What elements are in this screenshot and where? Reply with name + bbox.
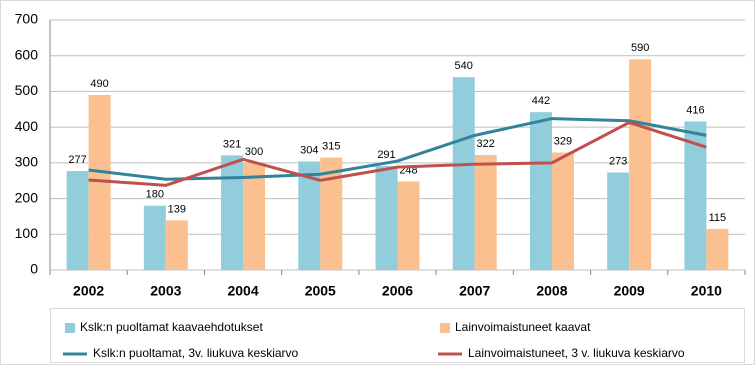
x-tick-label: 2008 <box>536 283 567 299</box>
bar <box>706 228 729 270</box>
legend-label: Kslk:n puoltamat kaavaehdotukset <box>80 320 263 334</box>
x-tick-label: 2005 <box>305 283 336 299</box>
x-tick-label: 2006 <box>382 283 413 299</box>
bar <box>165 220 188 270</box>
x-tick-label: 2009 <box>614 283 645 299</box>
y-tick-label: 700 <box>15 11 39 27</box>
x-tick-label: 2007 <box>459 283 490 299</box>
y-tick-label: 200 <box>15 189 39 205</box>
data-label: 304 <box>300 144 318 156</box>
y-tick-label: 500 <box>15 82 39 98</box>
data-label: 180 <box>146 189 164 201</box>
legend-label: Kslk:n puoltamat, 3v. liukuva keskiarvo <box>93 346 299 360</box>
bar <box>684 121 707 270</box>
y-tick-label: 400 <box>15 118 39 134</box>
bar <box>298 161 321 270</box>
line <box>88 117 707 181</box>
legend-label: Lainvoimaistuneet, 3 v. liukuva keskiarv… <box>468 346 685 360</box>
data-label: 490 <box>90 78 108 90</box>
y-tick-label: 0 <box>30 261 38 277</box>
data-label: 590 <box>631 42 649 54</box>
data-label: 315 <box>322 140 340 152</box>
data-label: 139 <box>168 203 186 215</box>
bar <box>66 171 89 270</box>
bar <box>88 95 111 270</box>
data-label: 321 <box>223 138 241 150</box>
data-label: 273 <box>609 155 627 167</box>
legend-label: Lainvoimaistuneet kaavat <box>455 320 591 334</box>
data-label: 291 <box>377 149 395 161</box>
bar <box>143 205 166 270</box>
legend-swatch <box>440 323 450 333</box>
y-tick-label: 100 <box>15 225 39 241</box>
data-label: 442 <box>532 95 550 107</box>
data-label: 300 <box>245 146 263 158</box>
bar <box>375 166 398 270</box>
bar <box>474 155 497 270</box>
bar <box>320 157 343 270</box>
x-tick-label: 2010 <box>691 283 722 299</box>
x-tick-label: 2004 <box>227 283 258 299</box>
data-label: 322 <box>477 138 495 150</box>
data-label: 540 <box>455 60 473 72</box>
bar <box>529 112 552 271</box>
bar <box>243 162 266 270</box>
data-label: 416 <box>686 104 704 116</box>
data-label: 329 <box>554 135 572 147</box>
x-tick-label: 2002 <box>73 283 104 299</box>
bar <box>221 155 244 270</box>
x-tick-label: 2003 <box>150 283 181 299</box>
bar <box>452 77 475 271</box>
data-label: 277 <box>68 154 86 166</box>
line <box>88 120 707 187</box>
y-tick-label: 600 <box>15 46 39 62</box>
bar <box>607 172 630 270</box>
legend-border <box>50 308 745 363</box>
bar <box>629 59 652 271</box>
legend-swatch <box>65 323 75 333</box>
bar <box>551 152 574 270</box>
data-label: 115 <box>709 212 727 224</box>
y-tick-label: 300 <box>15 154 39 170</box>
bar <box>397 181 420 270</box>
